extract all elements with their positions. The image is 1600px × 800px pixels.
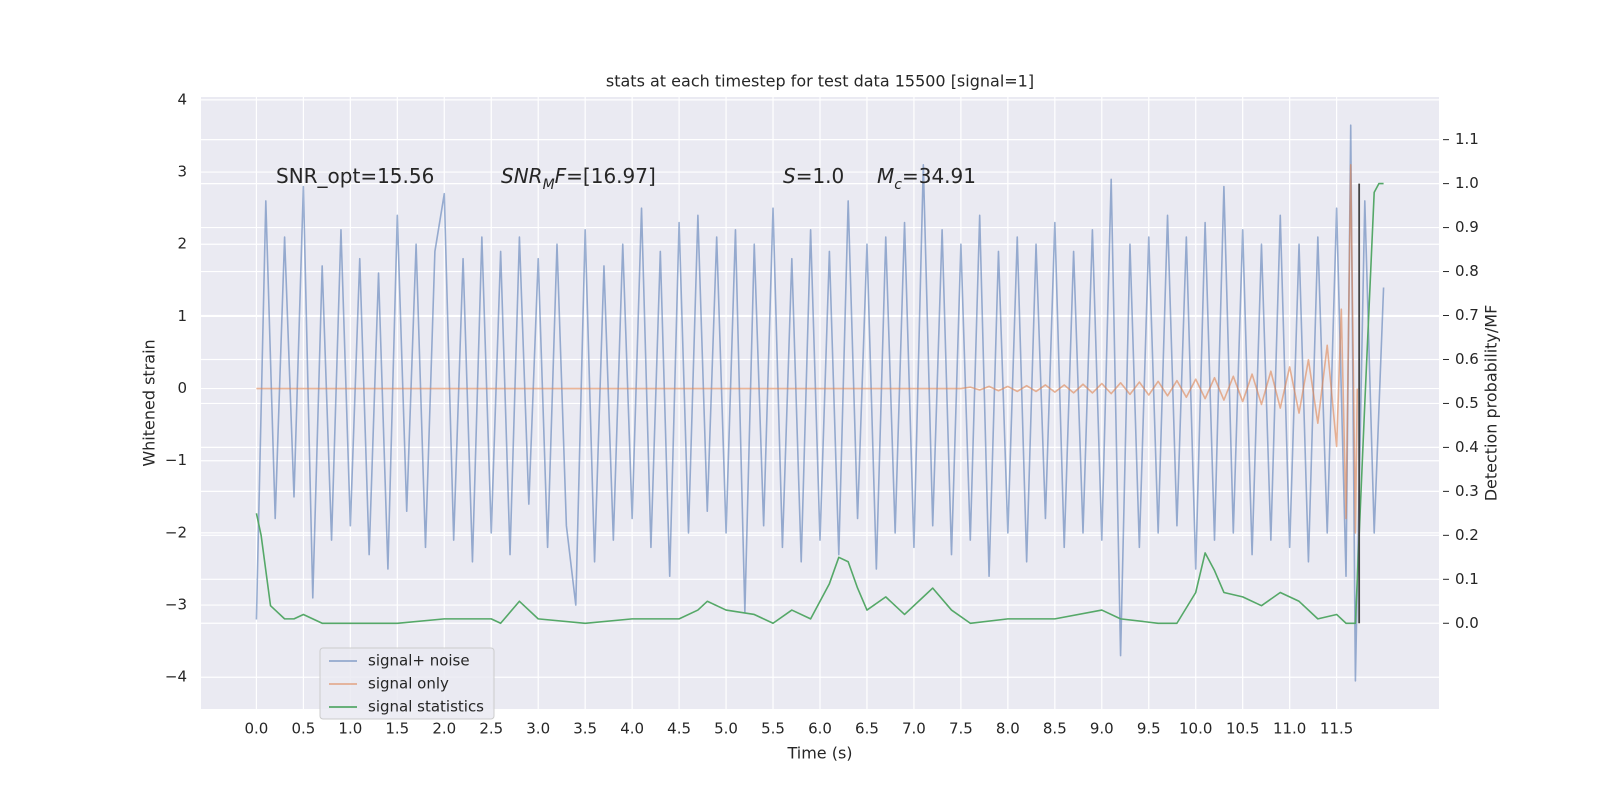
y2-tick-label: 0.3 [1455,482,1479,500]
x-tick-label: 1.0 [338,720,362,738]
grid [201,97,1439,709]
legend-label: signal+ noise [368,652,470,670]
annotation-part: SNR_opt=15.56 [276,164,434,188]
y2-tick-label: 1.0 [1455,174,1479,192]
y2-tick-label: 0.5 [1455,394,1479,412]
annotation-part: =1.0 [796,164,845,188]
annotation-part: S [783,164,796,188]
annotation: SNR_opt=15.56 [276,164,434,188]
x-tick-label: 5.5 [761,720,785,738]
x-tick-label: 4.0 [620,720,644,738]
series-line [255,182,1384,625]
annotation-part: =34.91 [902,164,976,188]
x-tick-label: 3.0 [526,720,550,738]
y-tick-label: −2 [165,523,187,541]
y-tick-label: 3 [177,163,187,181]
x-tick-label: 10.0 [1179,720,1212,738]
x-tick-label: 9.0 [1090,720,1114,738]
series-line [255,124,1385,682]
series-line [256,164,1359,534]
y-tick-label: 2 [177,235,187,253]
y2-tick-label: 0.0 [1455,614,1479,632]
annotation: SNRMF=[16.97] [501,164,656,194]
y2-tick-label: 0.6 [1455,350,1479,368]
annotation-part: M [543,177,555,193]
y2-tick-label: 0.1 [1455,570,1479,588]
y2-tick-label: 0.2 [1455,526,1479,544]
x-tick-label: 3.5 [573,720,597,738]
x-tick-label: 0.5 [291,720,315,738]
x-tick-label: 10.5 [1226,720,1259,738]
annotation: Mc=34.91 [877,164,976,194]
x-tick-label: 8.0 [996,720,1020,738]
x-tick-label: 9.5 [1137,720,1161,738]
x-tick-label: 5.0 [714,720,738,738]
y2-tick-label: 0.7 [1455,306,1479,324]
x-tick-label: 2.5 [479,720,503,738]
legend: signal+ noise signal only signal statistic… [319,647,495,720]
y-tick-label: −1 [165,451,187,469]
y-tick-label: 1 [177,307,187,325]
x-tick-label: 6.5 [855,720,879,738]
chart-title: stats at each timestep for test data 155… [606,72,1034,91]
legend-label: signal only [368,675,449,693]
annotation: S=1.0 [783,164,844,188]
annotation-part: F [555,164,567,188]
x-tick-label: 1.5 [385,720,409,738]
y-tick-label: −4 [165,668,187,686]
annotations: SNR_opt=15.56 SNRMF=[16.97] S=1.0 Mc=34.91 [276,164,976,194]
y2-tick-label: 0.8 [1455,262,1479,280]
x-tick-label: 4.5 [667,720,691,738]
x-tick-label: 11.0 [1273,720,1306,738]
y-tick-label: 4 [177,90,187,108]
x-axis-label: Time (s) [786,744,852,763]
x-tick-label: 2.0 [432,720,456,738]
y2-axis-label: Detection probability/MF [1482,305,1501,502]
annotation-part: =[16.97] [566,164,656,188]
annotation-part: M [877,164,894,188]
legend-label: signal statistics [368,698,484,716]
annotation-part: c [894,177,902,193]
y2-tick-label: 0.4 [1455,438,1479,456]
y-tick-label: −3 [165,596,187,614]
x-tick-label: 0.0 [244,720,268,738]
series-layer [255,124,1385,682]
legend-box [319,647,495,720]
y2-tick-label: 1.1 [1455,130,1479,148]
annotation-part: SNR [501,164,543,188]
y2-tick-label: 0.9 [1455,218,1479,236]
x-tick-label: 7.5 [949,720,973,738]
x-tick-label: 8.5 [1043,720,1067,738]
y-tick-label: 0 [177,379,187,397]
x-tick-label: 7.0 [902,720,926,738]
y-axis-label: Whitened strain [140,339,159,466]
x-tick-label: 11.5 [1320,720,1353,738]
x-tick-label: 6.0 [808,720,832,738]
